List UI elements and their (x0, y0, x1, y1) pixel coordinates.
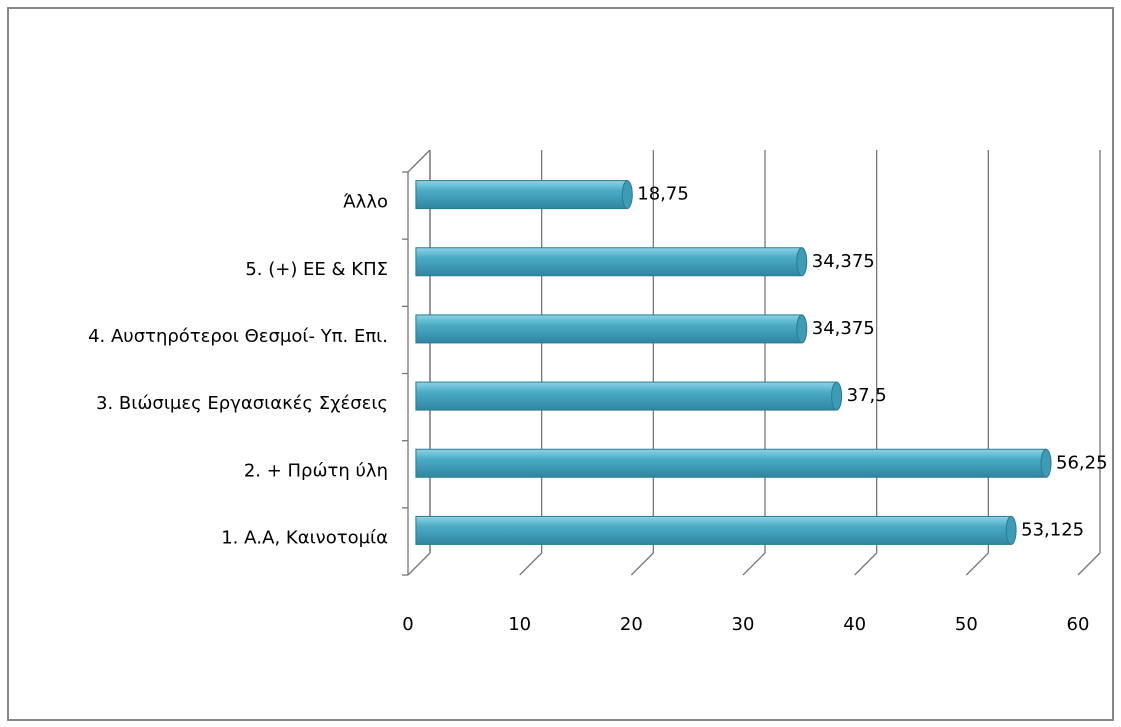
y-tick-label: Άλλο (343, 192, 388, 213)
value-label: 53,125 (1021, 519, 1084, 540)
grid-line (630, 552, 654, 576)
grid-line (742, 552, 766, 576)
grid-line (965, 552, 989, 576)
bar-cap (1040, 448, 1052, 478)
bar-cap (1005, 515, 1017, 545)
value-label: 34,375 (812, 251, 875, 272)
bar (415, 314, 803, 344)
y-tick-label: 5. (+) ΕΕ & ΚΠΣ (245, 259, 388, 280)
bar (415, 448, 1047, 478)
y-tick-label: 3. Βιώσιμες Εργασιακές Σχέσεις (96, 393, 388, 414)
chart-frame (7, 7, 1114, 721)
bar (415, 247, 803, 277)
grid-line (519, 552, 543, 576)
x-tick-label: 0 (402, 614, 413, 635)
bar (415, 180, 628, 210)
value-label: 18,75 (637, 184, 689, 205)
x-tick-label: 60 (1067, 614, 1090, 635)
value-label: 34,375 (812, 318, 875, 339)
grid-line (854, 552, 878, 576)
value-label: 37,5 (847, 385, 887, 406)
x-tick-label: 50 (955, 614, 978, 635)
x-tick-label: 10 (508, 614, 531, 635)
y-tick-label: 1. Α.Α, Καινοτομία (221, 527, 388, 548)
grid-line (407, 552, 431, 576)
bar (415, 515, 1012, 545)
y-tick-label: 4. Αυστηρότεροι Θεσμοί- Υπ. Επι. (88, 326, 388, 347)
bar-cap (831, 381, 843, 411)
value-label: 56,25 (1056, 452, 1108, 473)
y-tick-label: 2. + Πρώτη ύλη (244, 460, 388, 481)
axis-line (407, 149, 431, 173)
bar-cap (796, 314, 808, 344)
bar-cap (796, 247, 808, 277)
x-tick-label: 30 (732, 614, 755, 635)
bar (415, 381, 838, 411)
bar-cap (621, 180, 633, 210)
x-tick-label: 20 (620, 614, 643, 635)
x-tick-label: 40 (843, 614, 866, 635)
grid-line (1077, 552, 1101, 576)
